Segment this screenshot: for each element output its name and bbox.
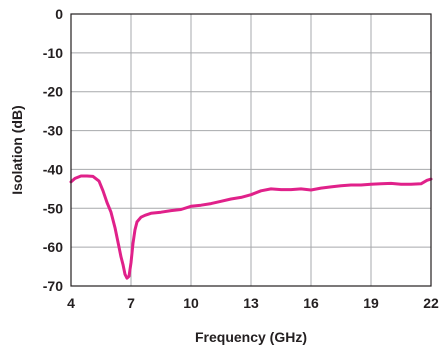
x-axis-title: Frequency (GHz) [195, 329, 307, 345]
tick-labels: 4 7 10 13 16 19 22 0 -10 -20 -30 -40 -50 -60 -70 [43, 6, 439, 311]
x-tick-label: 16 [303, 295, 319, 311]
x-tick-label: 22 [423, 295, 439, 311]
y-tick-label: -20 [43, 84, 63, 100]
y-tick-label: 0 [55, 6, 63, 22]
y-tick-label: -60 [43, 239, 63, 255]
x-tick-label: 4 [67, 295, 75, 311]
x-tick-label: 13 [243, 295, 259, 311]
grid [70, 13, 432, 287]
x-tick-label: 7 [127, 295, 135, 311]
y-tick-label: -50 [43, 200, 63, 216]
isolation-series-line [69, 174, 433, 280]
x-tick-label: 19 [363, 295, 379, 311]
plot-frame [70, 13, 432, 287]
y-axis-title: Isolation (dB) [9, 105, 25, 194]
y-tick-label: -30 [43, 123, 63, 139]
series-layer [69, 174, 433, 280]
y-tick-label: -40 [43, 161, 63, 177]
y-tick-label: -10 [43, 45, 63, 61]
y-tick-label: -70 [43, 278, 63, 294]
x-tick-label: 10 [183, 295, 199, 311]
